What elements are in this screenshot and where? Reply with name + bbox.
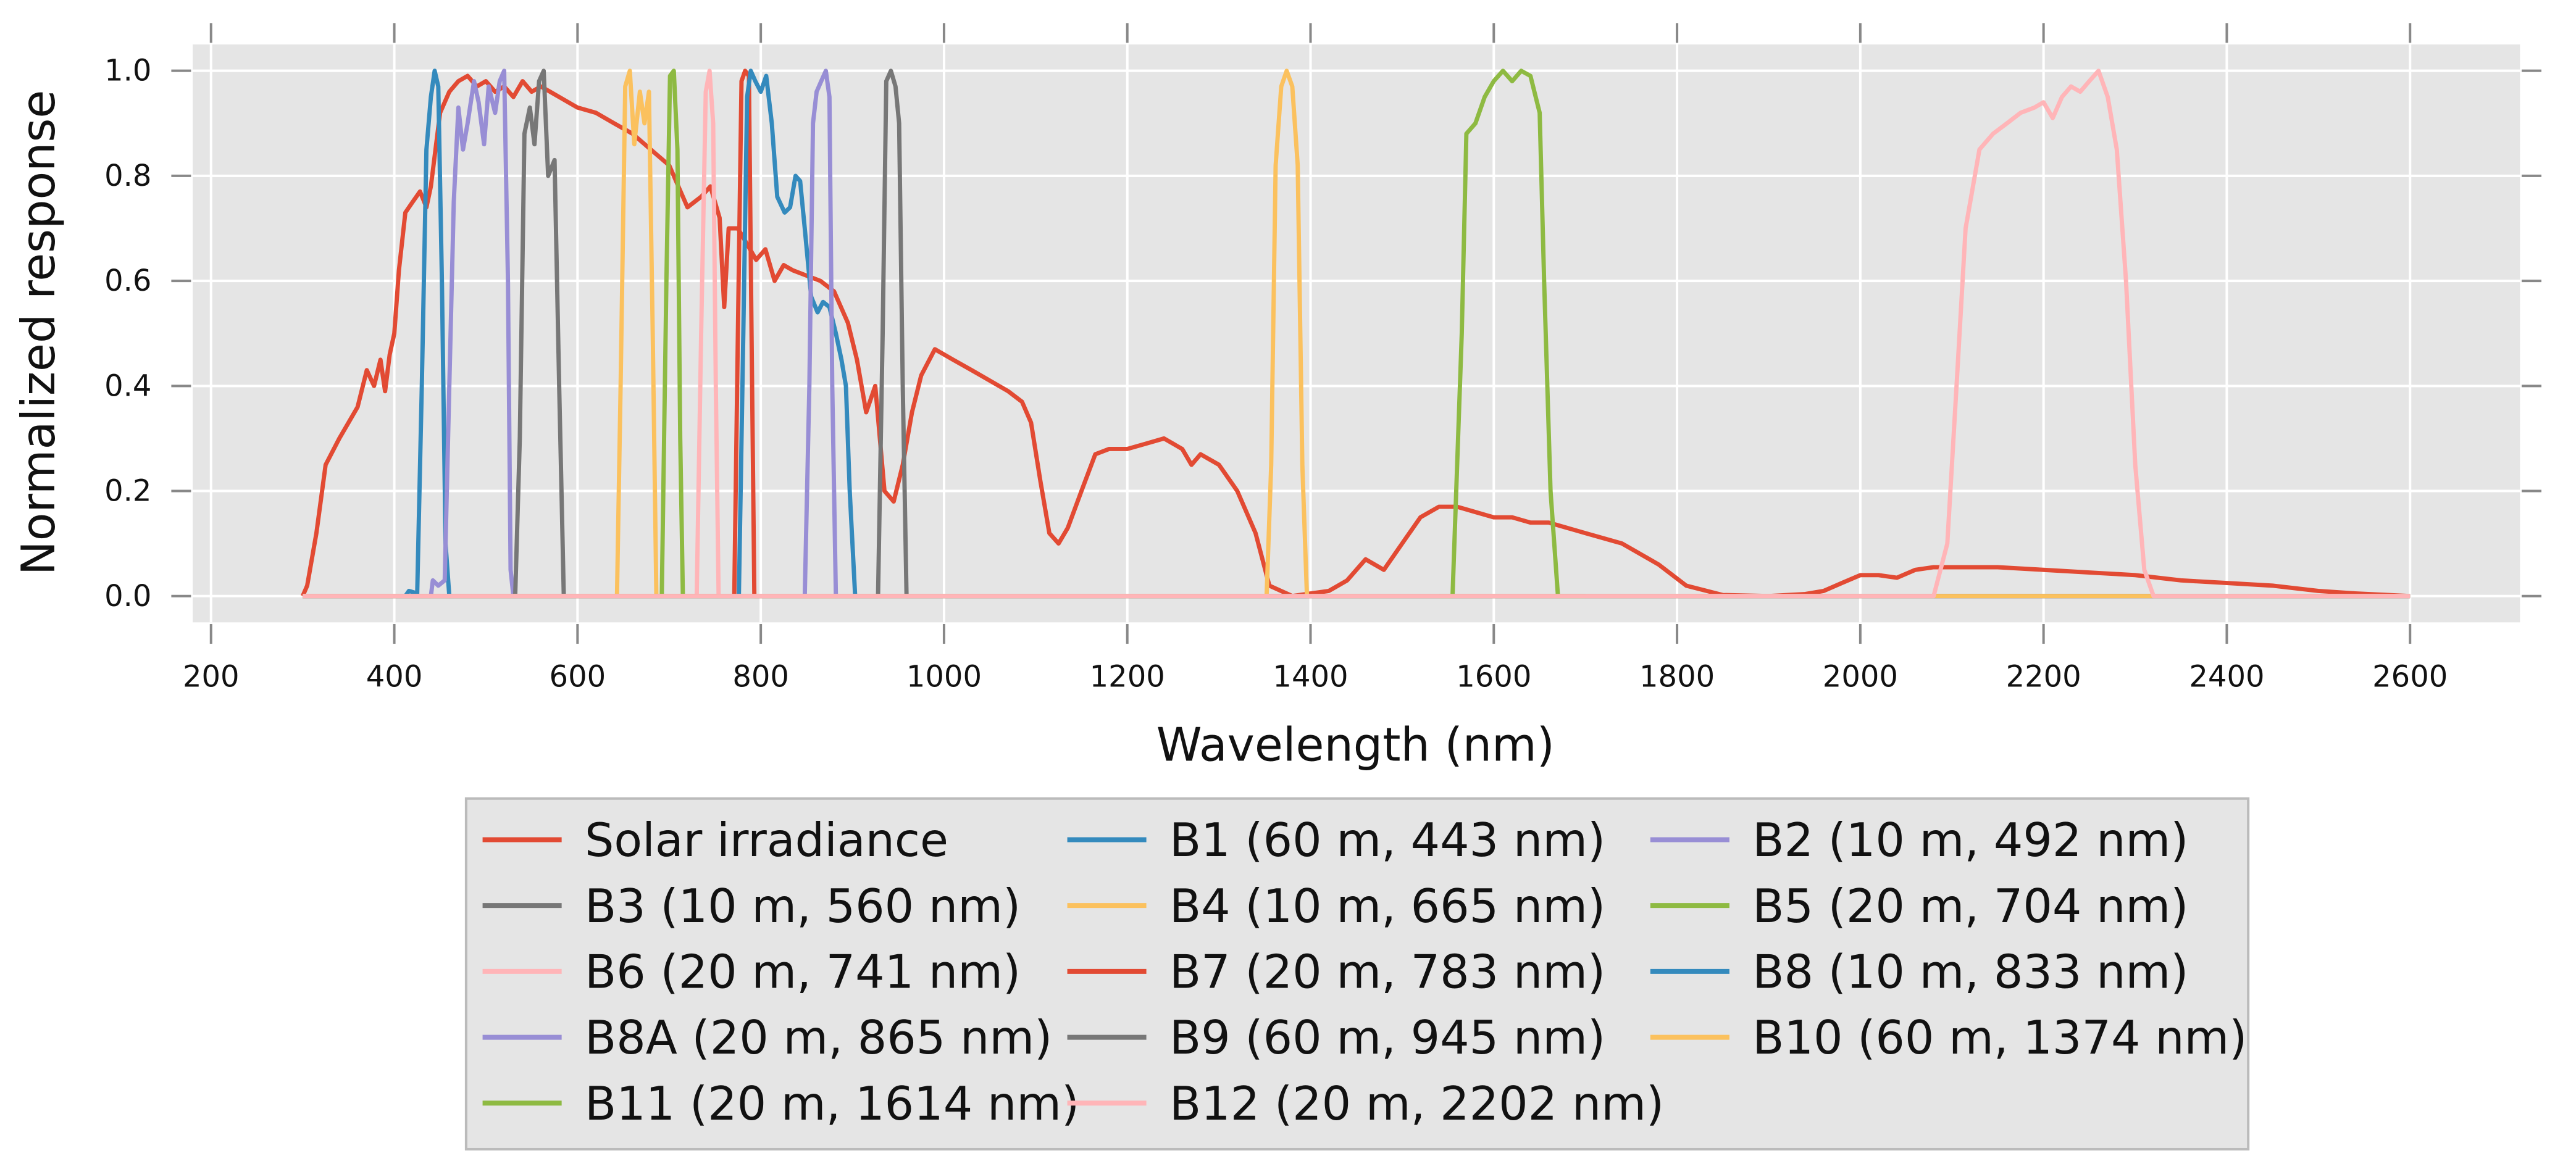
x-tick-label: 1800 — [1639, 659, 1715, 694]
x-tick-label: 1400 — [1273, 659, 1348, 694]
x-tick-label: 1000 — [906, 659, 982, 694]
y-axis: 0.0 0.2 0.4 0.6 0.8 1.0 — [104, 54, 2541, 614]
y-tick-label: 0.8 — [104, 159, 151, 193]
y-tick-label: 0.6 — [104, 264, 151, 298]
legend-label-b10: B10 (60 m, 1374 nm) — [1752, 1011, 2247, 1065]
x-tick-label: 800 — [732, 659, 789, 694]
series-line-b10 — [303, 69, 2411, 599]
x-tick-label: 600 — [550, 659, 606, 694]
x-tick-label: 2600 — [2372, 659, 2448, 694]
legend-label-b1: B1 (60 m, 443 nm) — [1169, 813, 1605, 867]
legend-label-b9: B9 (60 m, 945 nm) — [1169, 1011, 1605, 1065]
series-line-solar-irradiance — [301, 73, 2411, 599]
x-tick-label: 2400 — [2189, 659, 2264, 694]
series-line-b4 — [303, 69, 2411, 599]
series-line-b5 — [303, 69, 2411, 599]
legend-label-b8a: B8A (20 m, 865 nm) — [585, 1011, 1052, 1065]
legend-label-b5: B5 (20 m, 704 nm) — [1752, 880, 2188, 933]
legend-label-b8: B8 (10 m, 833 nm) — [1752, 946, 2188, 999]
legend-label-b2: B2 (10 m, 492 nm) — [1752, 813, 2188, 867]
legend-label-b11: B11 (20 m, 1614 nm) — [585, 1077, 1079, 1131]
legend-label-b7: B7 (20 m, 783 nm) — [1169, 946, 1605, 999]
y-tick-label: 1.0 — [104, 54, 151, 88]
y-tick-label: 0.2 — [104, 474, 151, 509]
legend: Solar irradiance B1 (60 m, 443 nm) B2 (10 … — [464, 797, 2250, 1150]
series-line-b6 — [303, 69, 2411, 599]
x-tick-label: 400 — [366, 659, 423, 694]
legend-label-b6: B6 (20 m, 741 nm) — [585, 946, 1021, 999]
series-line-b2 — [303, 69, 2411, 599]
legend-box — [464, 797, 2250, 1150]
series-line-b12 — [303, 69, 2411, 599]
x-tick-label: 2200 — [2006, 659, 2081, 694]
legend-label-solar-irradiance: Solar irradiance — [585, 813, 948, 867]
plot-area — [193, 44, 2520, 623]
series-line-b7 — [303, 69, 2411, 599]
series-line-b9 — [303, 69, 2411, 599]
y-tick-label: 0.0 — [104, 579, 151, 614]
series-lines — [301, 69, 2411, 599]
series-line-b3 — [303, 69, 2411, 599]
y-axis-title: Normalized response — [12, 90, 65, 576]
series-line-b11 — [1439, 69, 1586, 599]
legend-label-b12: B12 (20 m, 2202 nm) — [1169, 1077, 1664, 1131]
x-tick-label: 1200 — [1090, 659, 1165, 694]
y-tick-label: 0.4 — [104, 368, 151, 403]
series-line-b8a — [303, 69, 2411, 599]
legend-label-b4: B4 (10 m, 665 nm) — [1169, 880, 1605, 933]
legend-label-b3: B3 (10 m, 560 nm) — [585, 880, 1021, 933]
x-tick-label: 1600 — [1456, 659, 1531, 694]
x-tick-label: 200 — [183, 659, 240, 694]
series-line-b8 — [303, 69, 2411, 599]
x-tick-label: 2000 — [1823, 659, 1898, 694]
x-axis-title: Wavelength (nm) — [1156, 718, 1555, 772]
x-axis: 200 400 600 800 1000 1200 1400 1600 1800 2000 2200… — [183, 23, 2448, 694]
